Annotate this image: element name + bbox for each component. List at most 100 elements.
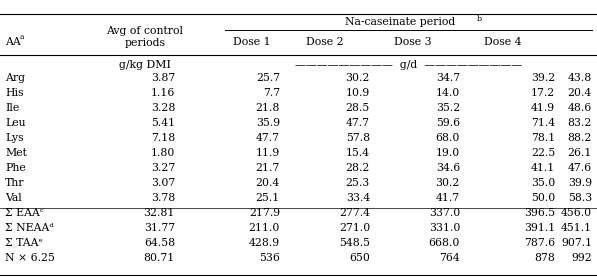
Text: 787.6: 787.6 xyxy=(524,238,555,248)
Text: Lys: Lys xyxy=(5,133,24,143)
Text: AA: AA xyxy=(5,37,21,47)
Text: 34.7: 34.7 xyxy=(436,73,460,83)
Text: Σ NEAAᵈ: Σ NEAAᵈ xyxy=(5,223,54,233)
Text: 31.77: 31.77 xyxy=(144,223,175,233)
Text: 277.4: 277.4 xyxy=(339,208,370,218)
Text: 3.28: 3.28 xyxy=(150,103,175,113)
Text: 21.8: 21.8 xyxy=(256,103,280,113)
Text: 878: 878 xyxy=(534,253,555,263)
Text: 25.7: 25.7 xyxy=(256,73,280,83)
Text: 35.2: 35.2 xyxy=(436,103,460,113)
Text: 88.2: 88.2 xyxy=(568,133,592,143)
Text: 28.2: 28.2 xyxy=(346,163,370,173)
Text: 32.81: 32.81 xyxy=(144,208,175,218)
Text: Val: Val xyxy=(5,193,21,203)
Text: b: b xyxy=(476,15,482,23)
Text: Phe: Phe xyxy=(5,163,26,173)
Text: 20.4: 20.4 xyxy=(256,178,280,188)
Text: 47.7: 47.7 xyxy=(346,118,370,128)
Text: 35.9: 35.9 xyxy=(256,118,280,128)
Text: g/kg DMI: g/kg DMI xyxy=(119,60,171,70)
Text: 34.6: 34.6 xyxy=(436,163,460,173)
Text: 10.9: 10.9 xyxy=(346,88,370,98)
Text: 48.6: 48.6 xyxy=(568,103,592,113)
Text: 17.2: 17.2 xyxy=(531,88,555,98)
Text: Dose 1: Dose 1 xyxy=(233,37,271,47)
Text: 456.0: 456.0 xyxy=(561,208,592,218)
Text: 80.71: 80.71 xyxy=(144,253,175,263)
Text: Na-caseinate period: Na-caseinate period xyxy=(346,17,456,27)
Text: Σ TAAᵉ: Σ TAAᵉ xyxy=(5,238,43,248)
Text: Leu: Leu xyxy=(5,118,26,128)
Text: 50.0: 50.0 xyxy=(531,193,555,203)
Text: His: His xyxy=(5,88,23,98)
Text: 650: 650 xyxy=(349,253,370,263)
Text: 992: 992 xyxy=(571,253,592,263)
Text: —————————  g/d  —————————: ————————— g/d ————————— xyxy=(295,60,522,70)
Text: 43.8: 43.8 xyxy=(568,73,592,83)
Text: 3.87: 3.87 xyxy=(151,73,175,83)
Text: 7.18: 7.18 xyxy=(151,133,175,143)
Text: 25.3: 25.3 xyxy=(346,178,370,188)
Text: 28.5: 28.5 xyxy=(346,103,370,113)
Text: Ile: Ile xyxy=(5,103,19,113)
Text: 35.0: 35.0 xyxy=(531,178,555,188)
Text: 58.3: 58.3 xyxy=(568,193,592,203)
Text: 3.27: 3.27 xyxy=(151,163,175,173)
Text: 30.2: 30.2 xyxy=(436,178,460,188)
Text: 11.9: 11.9 xyxy=(256,148,280,158)
Text: 41.7: 41.7 xyxy=(436,193,460,203)
Text: 331.0: 331.0 xyxy=(429,223,460,233)
Text: 548.5: 548.5 xyxy=(339,238,370,248)
Text: 41.1: 41.1 xyxy=(531,163,555,173)
Text: 25.1: 25.1 xyxy=(256,193,280,203)
Text: Thr: Thr xyxy=(5,178,24,188)
Text: 764: 764 xyxy=(439,253,460,263)
Text: 57.8: 57.8 xyxy=(346,133,370,143)
Text: 30.2: 30.2 xyxy=(346,73,370,83)
Text: 271.0: 271.0 xyxy=(338,223,370,233)
Text: Met: Met xyxy=(5,148,27,158)
Text: 39.2: 39.2 xyxy=(531,73,555,83)
Text: 21.7: 21.7 xyxy=(256,163,280,173)
Text: 22.5: 22.5 xyxy=(531,148,555,158)
Text: 19.0: 19.0 xyxy=(436,148,460,158)
Text: 5.41: 5.41 xyxy=(151,118,175,128)
Text: 337.0: 337.0 xyxy=(429,208,460,218)
Text: 71.4: 71.4 xyxy=(531,118,555,128)
Text: a: a xyxy=(20,33,24,41)
Text: 668.0: 668.0 xyxy=(429,238,460,248)
Text: 1.16: 1.16 xyxy=(150,88,175,98)
Text: 536: 536 xyxy=(259,253,280,263)
Text: 451.1: 451.1 xyxy=(561,223,592,233)
Text: Arg: Arg xyxy=(5,73,25,83)
Text: 68.0: 68.0 xyxy=(436,133,460,143)
Text: Avg of control
periods: Avg of control periods xyxy=(106,26,183,48)
Text: 907.1: 907.1 xyxy=(561,238,592,248)
Text: 396.5: 396.5 xyxy=(524,208,555,218)
Text: Dose 4: Dose 4 xyxy=(484,37,522,47)
Text: 20.4: 20.4 xyxy=(568,88,592,98)
Text: 217.9: 217.9 xyxy=(249,208,280,218)
Text: 391.1: 391.1 xyxy=(524,223,555,233)
Text: 47.6: 47.6 xyxy=(568,163,592,173)
Text: 14.0: 14.0 xyxy=(436,88,460,98)
Text: Dose 3: Dose 3 xyxy=(394,37,432,47)
Text: 26.1: 26.1 xyxy=(568,148,592,158)
Text: 33.4: 33.4 xyxy=(346,193,370,203)
Text: 41.9: 41.9 xyxy=(531,103,555,113)
Text: 78.1: 78.1 xyxy=(531,133,555,143)
Text: 47.7: 47.7 xyxy=(256,133,280,143)
Text: Σ EAAᶜ: Σ EAAᶜ xyxy=(5,208,44,218)
Text: Dose 2: Dose 2 xyxy=(306,37,344,47)
Text: 3.07: 3.07 xyxy=(151,178,175,188)
Text: 64.58: 64.58 xyxy=(144,238,175,248)
Text: 1.80: 1.80 xyxy=(150,148,175,158)
Text: 211.0: 211.0 xyxy=(248,223,280,233)
Text: 428.9: 428.9 xyxy=(249,238,280,248)
Text: 15.4: 15.4 xyxy=(346,148,370,158)
Text: 39.9: 39.9 xyxy=(568,178,592,188)
Text: 83.2: 83.2 xyxy=(568,118,592,128)
Text: 3.78: 3.78 xyxy=(151,193,175,203)
Text: 7.7: 7.7 xyxy=(263,88,280,98)
